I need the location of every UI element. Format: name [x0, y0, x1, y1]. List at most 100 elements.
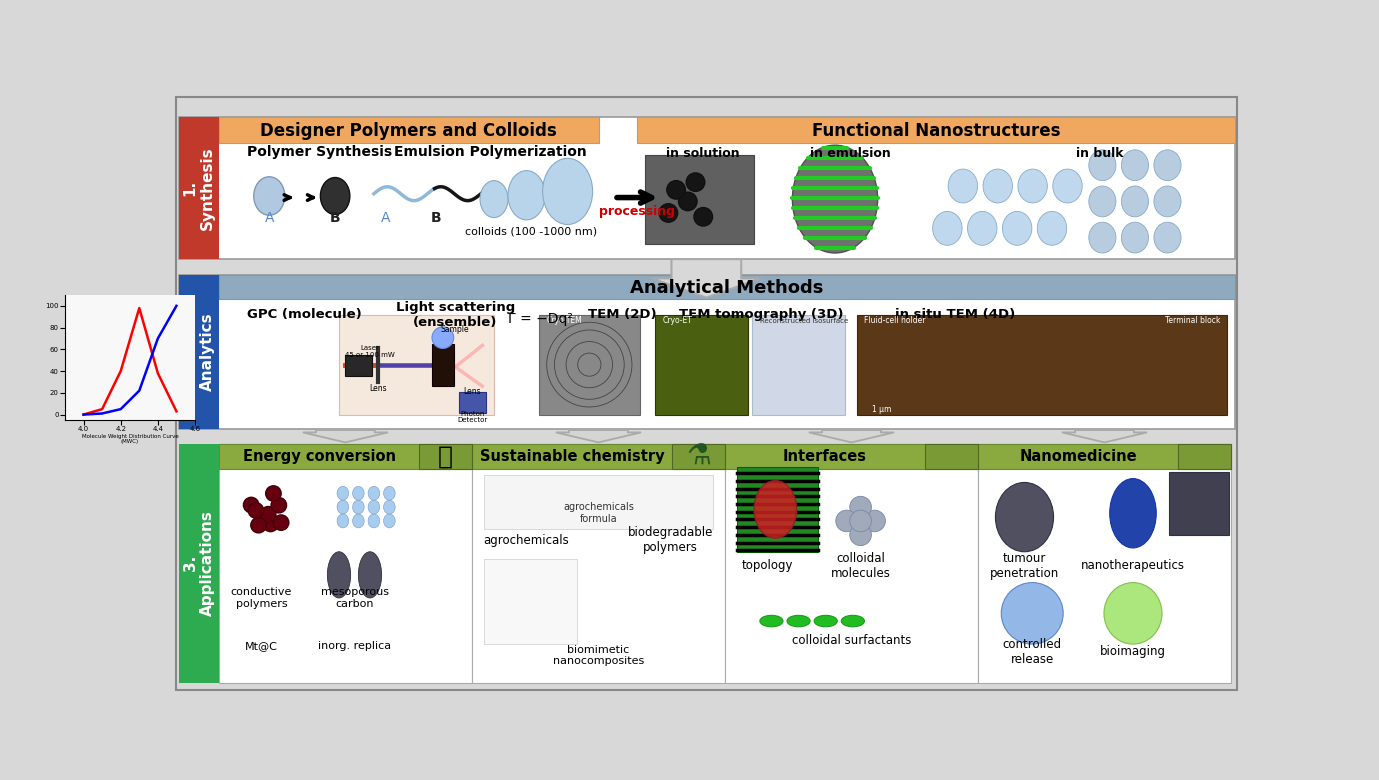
Text: Laser
45 or 100 mW: Laser 45 or 100 mW [345, 345, 394, 358]
Ellipse shape [1154, 186, 1180, 217]
Ellipse shape [1105, 583, 1162, 644]
Bar [655, 314, 749, 415]
Ellipse shape [1121, 222, 1149, 253]
Ellipse shape [368, 486, 379, 500]
Ellipse shape [1089, 222, 1116, 253]
Ellipse shape [542, 158, 593, 225]
Ellipse shape [368, 500, 379, 514]
Text: GPC (molecule): GPC (molecule) [247, 308, 361, 321]
Bar [539, 314, 640, 415]
Bar [1169, 472, 1230, 535]
Text: Interfaces: Interfaces [783, 449, 867, 464]
Circle shape [849, 496, 872, 518]
Ellipse shape [932, 211, 963, 245]
Circle shape [836, 510, 858, 532]
Ellipse shape [383, 486, 396, 500]
Text: Functional Nanostructures: Functional Nanostructures [812, 122, 1060, 140]
Text: Polymer Synthesis: Polymer Synthesis [247, 145, 392, 159]
Text: agrochemicals
formula: agrochemicals formula [563, 502, 634, 524]
Bar [339, 314, 494, 415]
Bar [1178, 444, 1231, 470]
Text: Reconstructed Isosurface: Reconstructed Isosurface [760, 317, 848, 324]
Circle shape [240, 512, 255, 527]
Text: Photon
Detector: Photon Detector [458, 410, 487, 424]
Ellipse shape [1003, 211, 1031, 245]
Bar [219, 444, 472, 682]
Text: Light scattering
(ensemble): Light scattering (ensemble) [396, 300, 514, 328]
Bar [725, 444, 978, 682]
X-axis label: Molecule Weight Distribution Curve
(MWC): Molecule Weight Distribution Curve (MWC) [81, 434, 178, 445]
Ellipse shape [383, 514, 396, 528]
Circle shape [254, 498, 270, 513]
Bar [925, 444, 978, 470]
Ellipse shape [368, 514, 379, 528]
Polygon shape [556, 430, 641, 442]
Text: Energy conversion: Energy conversion [243, 449, 396, 464]
Ellipse shape [353, 500, 364, 514]
Bar [672, 444, 725, 470]
Polygon shape [1062, 430, 1147, 442]
Circle shape [269, 491, 285, 507]
Ellipse shape [353, 514, 364, 528]
Text: A: A [381, 211, 390, 225]
Bar [178, 117, 219, 259]
Ellipse shape [793, 145, 877, 253]
Text: controlled
release: controlled release [1003, 638, 1062, 666]
Text: bioimaging: bioimaging [1100, 645, 1167, 658]
Bar [178, 117, 1236, 259]
Text: 2.
Analytics: 2. Analytics [182, 312, 215, 391]
Bar [178, 275, 1236, 428]
Text: conductive
polymers: conductive polymers [230, 587, 292, 608]
Text: inorg. replica: inorg. replica [319, 640, 392, 651]
Polygon shape [303, 430, 387, 442]
Text: Sample: Sample [441, 325, 470, 335]
Ellipse shape [1110, 479, 1156, 548]
Text: 1 µm: 1 µm [872, 405, 892, 414]
Ellipse shape [814, 615, 837, 627]
Text: Γ = −Dq²: Γ = −Dq² [507, 312, 572, 326]
Text: Sustainable chemistry: Sustainable chemistry [480, 449, 665, 464]
Bar [978, 444, 1231, 682]
Text: Mt@C: Mt@C [245, 640, 279, 651]
Text: Fluid-cell holder: Fluid-cell holder [865, 316, 925, 325]
Bar [978, 444, 1231, 470]
Text: Cryo-ET: Cryo-ET [663, 316, 692, 325]
Circle shape [432, 327, 454, 349]
Ellipse shape [1018, 169, 1047, 203]
Text: Designer Polymers and Colloids: Designer Polymers and Colloids [261, 122, 557, 140]
Bar [484, 559, 576, 644]
Ellipse shape [996, 483, 1054, 551]
Circle shape [262, 520, 277, 536]
Ellipse shape [480, 181, 507, 218]
Ellipse shape [841, 615, 865, 627]
Bar [219, 444, 472, 470]
Ellipse shape [353, 486, 364, 500]
Text: Lens: Lens [370, 384, 386, 393]
Text: agrochemicals: agrochemicals [484, 534, 570, 547]
Ellipse shape [359, 551, 382, 598]
Ellipse shape [254, 177, 284, 215]
Bar [419, 444, 472, 470]
Circle shape [259, 519, 274, 535]
Bar [856, 314, 1227, 415]
Ellipse shape [983, 169, 1012, 203]
Ellipse shape [336, 486, 349, 500]
Ellipse shape [787, 615, 811, 627]
Text: ⚗: ⚗ [687, 443, 712, 470]
Bar [178, 275, 219, 428]
Bar [637, 117, 1236, 143]
Text: colloidal surfactants: colloidal surfactants [792, 634, 912, 647]
Bar [472, 444, 725, 470]
Circle shape [687, 173, 705, 191]
Text: in emulsion: in emulsion [809, 147, 891, 160]
Text: nanotherapeutics: nanotherapeutics [1081, 559, 1185, 572]
Text: B: B [330, 211, 341, 225]
Bar [219, 275, 1236, 300]
Ellipse shape [968, 211, 997, 245]
Ellipse shape [507, 171, 545, 220]
Ellipse shape [1154, 150, 1180, 181]
Polygon shape [809, 430, 894, 442]
Bar [484, 475, 713, 529]
Text: B: B [430, 211, 441, 225]
Ellipse shape [1037, 211, 1067, 245]
